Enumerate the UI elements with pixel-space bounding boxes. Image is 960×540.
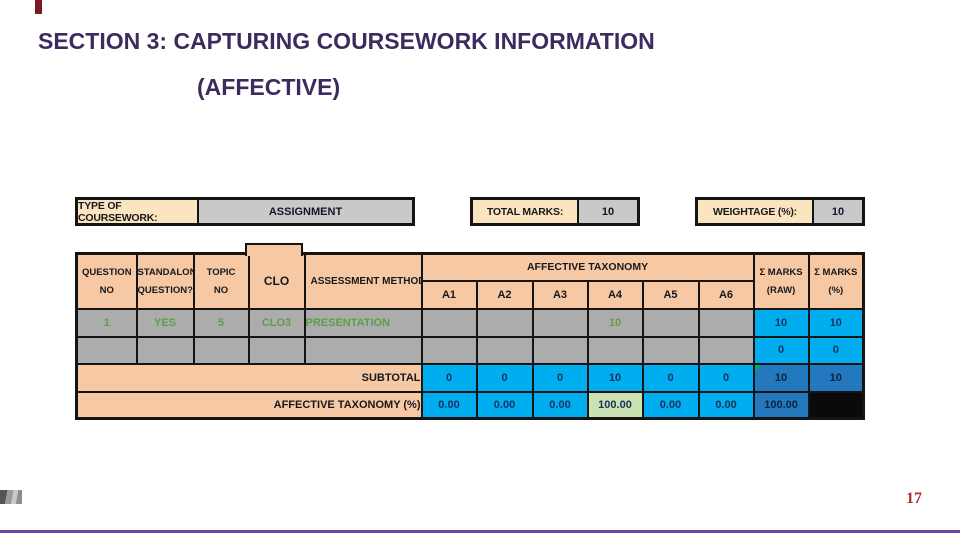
weightage-value: 10 (814, 200, 862, 223)
cell-clo: CLO3 (247, 307, 306, 338)
question-header-line1: QUESTION (81, 266, 132, 278)
subtotal-raw-value: 10 (774, 371, 788, 384)
topic-header-line1: TOPIC (206, 266, 236, 278)
table-row: 0 0 (75, 335, 865, 365)
table-row: 1 YES 5 CLO3 PRESENTATION 10 10 10 (75, 307, 865, 338)
subtotal-a1: 0 (420, 362, 478, 393)
taxonomy-pct-a6: 0.00 (697, 390, 755, 420)
standalone-header-line1: STANDALONE (137, 266, 192, 278)
cell-standalone (135, 335, 195, 365)
total-marks-value: 10 (579, 200, 637, 223)
cell-marks-raw: 0 (752, 335, 810, 365)
col-header-sum-marks-raw: Σ MARKS (RAW) (752, 252, 810, 310)
taxonomy-pct-a5: 0.00 (641, 390, 700, 420)
weightage-label: WEIGHTAGE (%): (698, 200, 814, 223)
subtotal-a6: 0 (697, 362, 755, 393)
col-header-clo: CLO (247, 252, 306, 310)
corner-red-mark (35, 0, 42, 14)
clo-header-notch (245, 243, 303, 256)
taxonomy-pct-a3: 0.00 (531, 390, 589, 420)
assessment-method-label: ASSESSMENT METHOD (310, 275, 422, 287)
cell-a6 (697, 307, 755, 338)
spacer (139, 278, 192, 285)
col-header-standalone: STANDALONE QUESTION? (135, 252, 195, 310)
col-group-affective-taxonomy: AFFECTIVE TAXONOMY (420, 252, 755, 282)
sum-raw-line1: Σ MARKS (759, 266, 803, 278)
type-of-coursework-value: ASSIGNMENT (199, 200, 412, 223)
spacer (196, 278, 247, 285)
subtotal-pct: 10 (807, 362, 865, 393)
cell-a5 (641, 335, 700, 365)
page-number: 17 (906, 490, 922, 507)
subtotal-a3: 0 (531, 362, 589, 393)
sum-raw-line2: (RAW) (766, 284, 796, 296)
subtotal-label: SUBTOTAL (75, 362, 423, 393)
subtotal-a2: 0 (475, 362, 534, 393)
spacer (756, 278, 807, 285)
question-header-line2: NO (99, 284, 114, 296)
col-header-topic-no: TOPIC NO (192, 252, 250, 310)
cell-a4: 10 (586, 307, 644, 338)
cell-a1 (420, 335, 478, 365)
type-of-coursework-box: TYPE OF COURSEWORK: ASSIGNMENT (75, 197, 415, 226)
empty-black-cell (807, 390, 865, 420)
total-marks-box: TOTAL MARKS: 10 (470, 197, 640, 226)
cell-marks-pct: 10 (807, 307, 865, 338)
taxonomy-pct-a1: 0.00 (420, 390, 478, 420)
cell-clo (247, 335, 306, 365)
cell-question-no: 1 (75, 307, 138, 338)
col-header-a6: A6 (697, 279, 755, 310)
taxonomy-pct-label: AFFECTIVE TAXONOMY (%) (75, 390, 423, 420)
cell-standalone: YES (135, 307, 195, 338)
col-header-sum-marks-pct: Σ MARKS (%) (807, 252, 865, 310)
standalone-header-line2: QUESTION? (137, 284, 193, 296)
cell-a2 (475, 335, 534, 365)
cell-assessment-method: PRESENTATION (303, 307, 423, 338)
cell-marks-raw: 10 (752, 307, 810, 338)
cell-a6 (697, 335, 755, 365)
subtotal-row: SUBTOTAL 0 0 0 10 0 0 10 10 (75, 362, 865, 393)
cell-a2 (475, 307, 534, 338)
cell-a3 (531, 335, 589, 365)
bottom-divider (0, 530, 960, 533)
taxonomy-pct-raw: 100.00 (752, 390, 810, 420)
taxonomy-pct-row: AFFECTIVE TAXONOMY (%) 0.00 0.00 0.00 10… (75, 390, 865, 420)
col-header-a4: A4 (586, 279, 644, 310)
subtotal-raw: 10 (752, 362, 810, 393)
total-marks-label: TOTAL MARKS: (473, 200, 579, 223)
cell-a3 (531, 307, 589, 338)
cell-topic-no: 5 (192, 307, 250, 338)
sum-pct-line1: Σ MARKS (814, 266, 858, 278)
cell-assessment-method (303, 335, 423, 365)
col-header-assessment-method: ASSESSMENT METHOD (303, 252, 423, 310)
type-of-coursework-label: TYPE OF COURSEWORK: (78, 200, 199, 224)
weightage-box: WEIGHTAGE (%): 10 (695, 197, 865, 226)
spacer (79, 278, 135, 285)
taxonomy-pct-a4: 100.00 (586, 390, 644, 420)
cell-marks-pct: 0 (807, 335, 865, 365)
thumbnail-icon (0, 490, 22, 504)
cell-a1 (420, 307, 478, 338)
col-header-question-no: QUESTION NO (75, 252, 138, 310)
spacer (811, 278, 862, 285)
topic-header-line2: NO (213, 284, 229, 296)
subtotal-a5: 0 (641, 362, 700, 393)
cell-question-no (75, 335, 138, 365)
subtotal-a4: 10 (586, 362, 644, 393)
cell-topic-no (192, 335, 250, 365)
taxonomy-pct-a2: 0.00 (475, 390, 534, 420)
col-header-a2: A2 (475, 279, 534, 310)
slide-subtitle: (AFFECTIVE) (197, 74, 341, 100)
cell-a5 (641, 307, 700, 338)
col-header-a3: A3 (531, 279, 589, 310)
col-header-a1: A1 (420, 279, 478, 310)
slide-title: SECTION 3: CAPTURING COURSEWORK INFORMAT… (38, 28, 655, 54)
coursework-table: QUESTION NO STANDALONE QUESTION? TOPIC N… (75, 243, 866, 420)
cell-a4 (586, 335, 644, 365)
comment-indicator-triangle (755, 365, 761, 371)
sum-pct-line2: (%) (828, 284, 844, 296)
col-header-a5: A5 (641, 279, 700, 310)
